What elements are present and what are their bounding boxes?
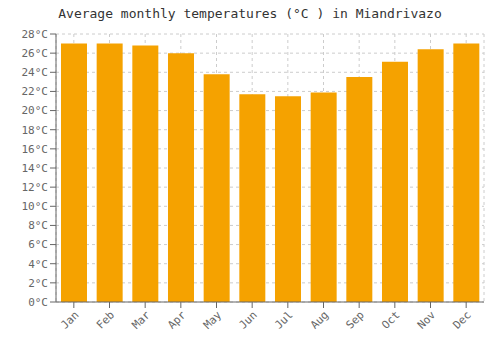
svg-text:20°C: 20°C <box>22 104 49 117</box>
svg-text:Mar: Mar <box>130 308 154 332</box>
svg-text:Feb: Feb <box>94 308 117 331</box>
html-text:Average monthly temperatures (: Average monthly temperatures (°C ) in Mi… <box>58 6 442 21</box>
svg-text:12°C: 12°C <box>22 181 49 194</box>
svg-text:26°C: 26°C <box>22 47 49 60</box>
svg-text:8°C: 8°C <box>28 219 48 232</box>
svg-text:Aug: Aug <box>308 308 331 331</box>
svg-text:24°C: 24°C <box>22 66 49 79</box>
svg-text:Apr: Apr <box>165 308 189 332</box>
svg-text:28°C: 28°C <box>22 28 49 41</box>
svg-text:Jun: Jun <box>237 308 260 331</box>
svg-text:Jul: Jul <box>272 308 295 331</box>
svg-text:4°C: 4°C <box>28 258 48 271</box>
svg-text:Nov: Nov <box>415 308 439 332</box>
svg-text:Jan: Jan <box>58 308 81 331</box>
svg-text:16°C: 16°C <box>22 143 49 156</box>
svg-text:18°C: 18°C <box>22 124 49 137</box>
svg-text:Sep: Sep <box>344 308 367 331</box>
svg-text:22°C: 22°C <box>22 85 49 98</box>
svg-text:14°C: 14°C <box>22 162 49 175</box>
svg-text:Dec: Dec <box>451 308 474 331</box>
svg-text:May: May <box>201 308 225 332</box>
svg-text:Oct: Oct <box>379 308 402 331</box>
svg-text:2°C: 2°C <box>28 277 48 290</box>
svg-text:10°C: 10°C <box>22 200 49 213</box>
svg-text:0°C: 0°C <box>28 296 48 309</box>
svg-text:6°C: 6°C <box>28 238 48 251</box>
